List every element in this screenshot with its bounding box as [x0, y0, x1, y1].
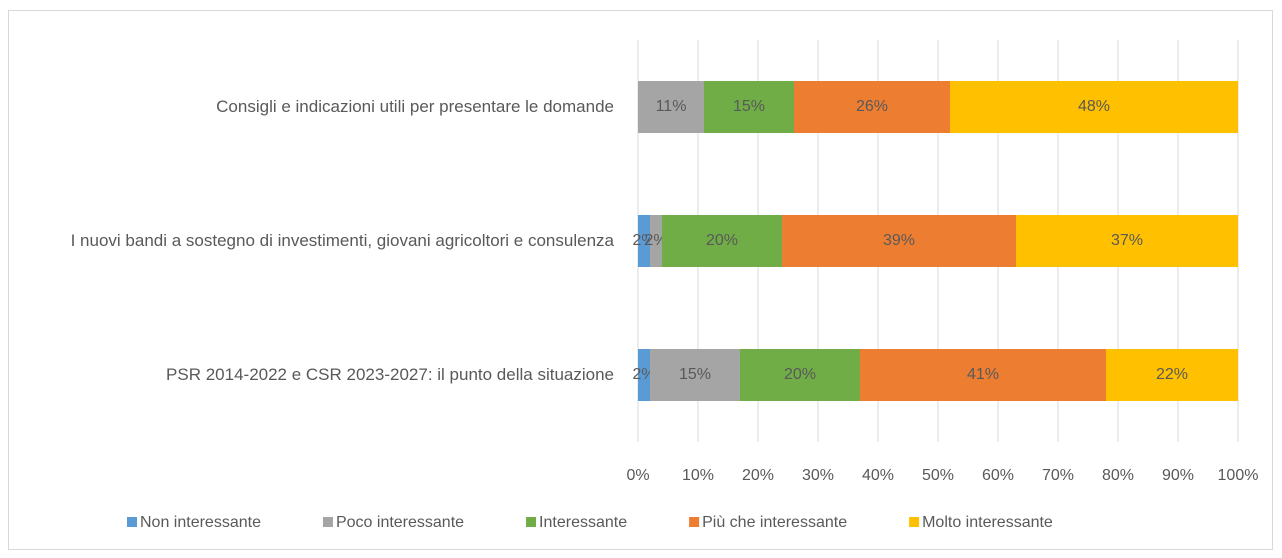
- x-tick-label: 0%: [626, 467, 649, 484]
- legend-label: Poco interessante: [336, 514, 464, 531]
- data-label: 39%: [883, 232, 915, 249]
- data-label: 2%: [632, 232, 655, 249]
- x-tick-label: 90%: [1162, 467, 1194, 484]
- bar-segment: [782, 215, 1016, 267]
- x-tick-label: 40%: [862, 467, 894, 484]
- bar-segment: [1016, 215, 1238, 267]
- x-tick-label: 20%: [742, 467, 774, 484]
- x-tick-label: 50%: [922, 467, 954, 484]
- data-label: 22%: [1156, 366, 1188, 383]
- data-label: 37%: [1111, 232, 1143, 249]
- data-label: 2%: [632, 366, 655, 383]
- legend-swatch: [127, 517, 137, 527]
- legend-label: Più che interessante: [702, 514, 847, 531]
- chart-border: [8, 10, 1273, 550]
- y-tick-label: Consigli e indicazioni utili per present…: [216, 97, 614, 116]
- data-label: 11%: [656, 98, 687, 115]
- x-tick-label: 30%: [802, 467, 834, 484]
- bar-segment: [704, 81, 794, 133]
- bar-segment: [1106, 349, 1238, 401]
- x-tick-label: 70%: [1042, 467, 1074, 484]
- x-tick-label: 10%: [682, 467, 714, 484]
- data-label: 15%: [733, 98, 765, 115]
- x-tick-label: 100%: [1218, 467, 1259, 484]
- legend-swatch: [526, 517, 537, 527]
- y-tick-label: I nuovi bandi a sostegno di investimenti…: [70, 231, 614, 250]
- bar-segment: [662, 215, 782, 267]
- legend-swatch: [689, 517, 700, 527]
- bar-segment: [638, 349, 650, 401]
- bar-segment: [950, 81, 1238, 133]
- bar-segment: [638, 81, 704, 133]
- bar-segment: [638, 215, 650, 267]
- x-tick-label: 60%: [982, 467, 1014, 484]
- legend-label: Molto interessante: [922, 514, 1053, 531]
- bar-segment: [650, 215, 662, 267]
- data-label: 15%: [679, 366, 711, 383]
- data-label: 26%: [856, 98, 888, 115]
- data-label: 41%: [967, 366, 999, 383]
- data-label: 20%: [784, 366, 816, 383]
- y-tick-label: PSR 2014-2022 e CSR 2023-2027: il punto …: [166, 365, 614, 384]
- x-tick-label: 80%: [1102, 467, 1134, 484]
- legend-swatch: [322, 517, 333, 527]
- data-label: 2%: [644, 232, 667, 249]
- bar-segment: [740, 349, 860, 401]
- legend-swatch: [909, 517, 920, 527]
- bar-segment: [860, 349, 1106, 401]
- bar-segment: [650, 349, 740, 401]
- legend-label: Interessante: [539, 514, 627, 531]
- data-label: 48%: [1078, 98, 1110, 115]
- bar-segment: [794, 81, 950, 133]
- data-label: 20%: [706, 232, 738, 249]
- legend-label: Non interessante: [140, 514, 261, 531]
